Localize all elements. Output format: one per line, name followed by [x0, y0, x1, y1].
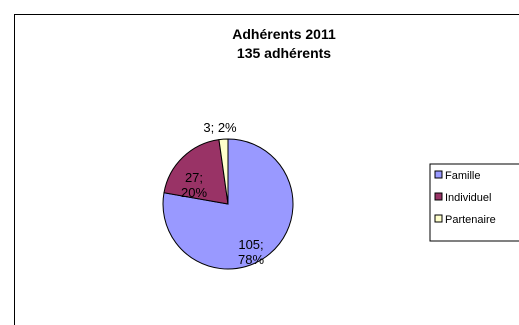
legend-swatch-individuel [434, 192, 443, 201]
slice-labels: 105; 78% 27; 20% 3; 2% [181, 120, 264, 267]
legend-label-famille: Famille [445, 170, 480, 182]
legend-swatch-partenaire [434, 214, 443, 223]
pie-slice-famille [162, 138, 294, 270]
pie-slices [162, 138, 294, 270]
legend: Famille Individuel Partenaire [429, 163, 519, 242]
chart-subtitle: 135 adhérents [237, 45, 331, 61]
legend-label-partenaire: Partenaire [445, 214, 496, 226]
legend-box [429, 163, 519, 242]
legend-swatch-famille [434, 170, 443, 179]
legend-label-individuel: Individuel [445, 192, 491, 204]
slice-label-partenaire: 3; 2% [203, 120, 237, 135]
pie-slice-partenaire [218, 138, 229, 205]
chart-title: Adhérents 2011 [232, 26, 336, 42]
slice-label-individuel: 27; 20% [181, 170, 207, 200]
pie-slice-individuel [163, 139, 229, 205]
slice-label-famille: 105; 78% [238, 237, 264, 267]
